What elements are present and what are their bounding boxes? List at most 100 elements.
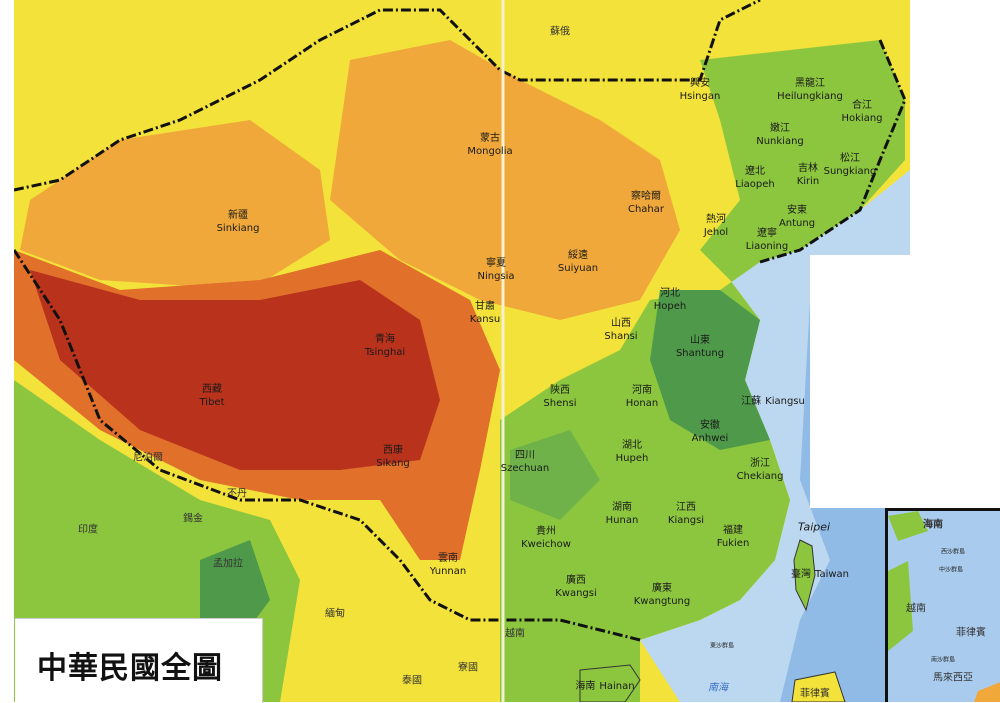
province-name-en: Kweichow — [521, 539, 571, 550]
province-label: 陝西 Shensi — [543, 384, 576, 410]
province-label: 江蘇 Kiangsu — [739, 392, 807, 408]
taiwan-island — [793, 539, 816, 612]
province-name-zh: 海南 — [575, 681, 596, 692]
province-label: 山西 Shansi — [604, 317, 637, 343]
province-name-en: Sikang — [376, 458, 410, 469]
province-name-en: Jehol — [703, 227, 729, 238]
province-label: 廣東 Kwangtung — [634, 582, 691, 608]
province-name-en: Hainan — [599, 681, 635, 692]
province-label: 廣西 Kwangsi — [555, 574, 597, 600]
province-label: 福建 Fukien — [717, 524, 750, 550]
province-name-zh: 貴州 — [536, 526, 556, 537]
province-name-en: Mongolia — [467, 146, 513, 157]
province-name-en: Taiwan — [814, 569, 850, 580]
province-name-en: Heilungkiang — [777, 91, 843, 102]
province-name-zh: 嫩江 — [769, 123, 790, 134]
title-box: 中華民國全圖 — [15, 618, 263, 703]
tarim-upland — [20, 120, 330, 290]
country-label: 越南 — [505, 628, 525, 640]
province-name-en: Kiangsu — [765, 396, 805, 407]
province-label: 山東 Shantung — [676, 334, 724, 360]
deep-sea — [780, 300, 885, 702]
province-label: 安東 Antung — [779, 204, 815, 230]
province-name-zh: 廣西 — [565, 575, 586, 586]
province-label: 浙江 Chekiang — [737, 457, 784, 483]
province-name-en: Kwangtung — [633, 596, 691, 607]
province-name-zh: 河北 — [659, 288, 680, 299]
inset-label: 越南 — [906, 603, 926, 615]
province-name-en: Chekiang — [736, 471, 784, 482]
province-name-zh: 西康 — [383, 445, 403, 456]
hainan-island — [579, 664, 641, 702]
tibet-plateau — [30, 270, 440, 470]
province-name-en: Anhwei — [691, 433, 729, 444]
province-name-zh: 西藏 — [202, 384, 222, 395]
country-label: 泰國 — [402, 675, 422, 687]
province-name-en: Hunan — [605, 515, 639, 526]
province-label: 察哈爾 Chahar — [628, 190, 664, 216]
map-title: 中華民國全圖 — [37, 651, 223, 686]
province-name-en: Suiyuan — [557, 263, 599, 274]
country-label: 不丹 — [227, 488, 247, 500]
province-name-zh: 松江 — [839, 153, 860, 164]
province-name-zh: 安東 — [787, 205, 807, 216]
province-name-zh: 江西 — [675, 502, 696, 513]
province-name-zh: 察哈爾 — [631, 191, 661, 202]
sea-label: 南海 — [708, 682, 728, 694]
inset-title: 海南 — [923, 519, 943, 531]
blank-area — [810, 255, 1000, 508]
province-name-zh: 安徽 — [699, 420, 720, 431]
province-label: 遼北 Liaopeh — [735, 165, 774, 191]
province-label: 西康 Sikang — [376, 444, 410, 470]
province-label: 四川 Szechuan — [501, 449, 549, 475]
province-name-zh: 山東 — [689, 335, 710, 346]
province-label: 新疆 Sinkiang — [217, 209, 260, 235]
province-name-en: Honan — [625, 398, 659, 409]
country-label: 錫金 — [183, 513, 203, 525]
province-name-zh: 福建 — [722, 525, 743, 536]
inset-label: 西沙群島 — [940, 548, 966, 556]
province-name-en: Liaoning — [745, 241, 789, 252]
national-border — [12, 0, 907, 642]
province-label: 熱河 Jehol — [704, 213, 728, 239]
province-name-zh: 吉林 — [797, 163, 818, 174]
province-name-zh: 甘肅 — [475, 301, 495, 312]
province-label: 嫩江 Nunkiang — [756, 122, 804, 148]
province-name-zh: 遼北 — [745, 166, 765, 177]
province-label: 安徽 Anhwei — [692, 419, 729, 445]
province-name-zh: 浙江 — [749, 458, 770, 469]
province-label: 松江 Sungkiang — [824, 152, 877, 178]
blank-area — [910, 0, 1000, 255]
country-label: 印度 — [78, 524, 98, 536]
mongolia-upland — [330, 40, 680, 320]
province-name-zh: 河南 — [631, 385, 652, 396]
province-name-zh: 湖南 — [611, 502, 632, 513]
country-label: 孟加拉 — [213, 558, 243, 570]
province-name-en: Sungkiang — [823, 166, 877, 177]
province-label: 江西 Kiangsi — [668, 501, 704, 527]
province-label: 青海 Tsinghai — [365, 333, 405, 359]
sichuan-basin — [510, 430, 600, 520]
province-name-zh: 蒙古 — [479, 133, 500, 144]
province-name-en: Fukien — [716, 538, 750, 549]
country-label: 寮國 — [458, 662, 478, 674]
capital-label: Taipei — [797, 520, 831, 534]
province-name-en: Kwangsi — [555, 588, 597, 599]
province-label: 河南 Honan — [626, 384, 658, 410]
province-name-zh: 青海 — [375, 334, 395, 345]
province-label: 雲南 Yunnan — [430, 552, 466, 578]
province-name-en: Shansi — [604, 331, 638, 342]
province-name-en: Chahar — [627, 204, 665, 215]
province-name-en: Tibet — [199, 397, 225, 408]
province-label: 遼寧 Liaoning — [746, 227, 788, 253]
inset-label: 菲律賓 — [956, 627, 986, 639]
province-label: 合江 Hokiang — [841, 99, 882, 125]
country-label: 菲律賓 — [800, 688, 830, 700]
province-label: 河北 Hopeh — [654, 287, 686, 313]
bengal-green — [200, 540, 270, 640]
province-label: 黑龍江 Heilungkiang — [777, 77, 843, 103]
province-name-zh: 四川 — [514, 450, 535, 461]
inset-label: 南沙群島 — [930, 656, 956, 664]
inset-map — [888, 511, 1000, 702]
province-name-en: Yunnan — [429, 566, 467, 577]
